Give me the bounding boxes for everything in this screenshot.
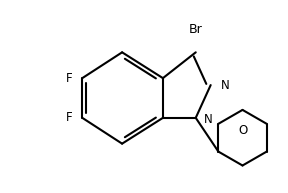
Text: F: F [66, 72, 72, 85]
Text: F: F [66, 111, 72, 124]
Text: Br: Br [189, 23, 203, 36]
Text: N: N [204, 113, 213, 126]
Text: N: N [221, 79, 229, 92]
Text: O: O [238, 124, 247, 137]
